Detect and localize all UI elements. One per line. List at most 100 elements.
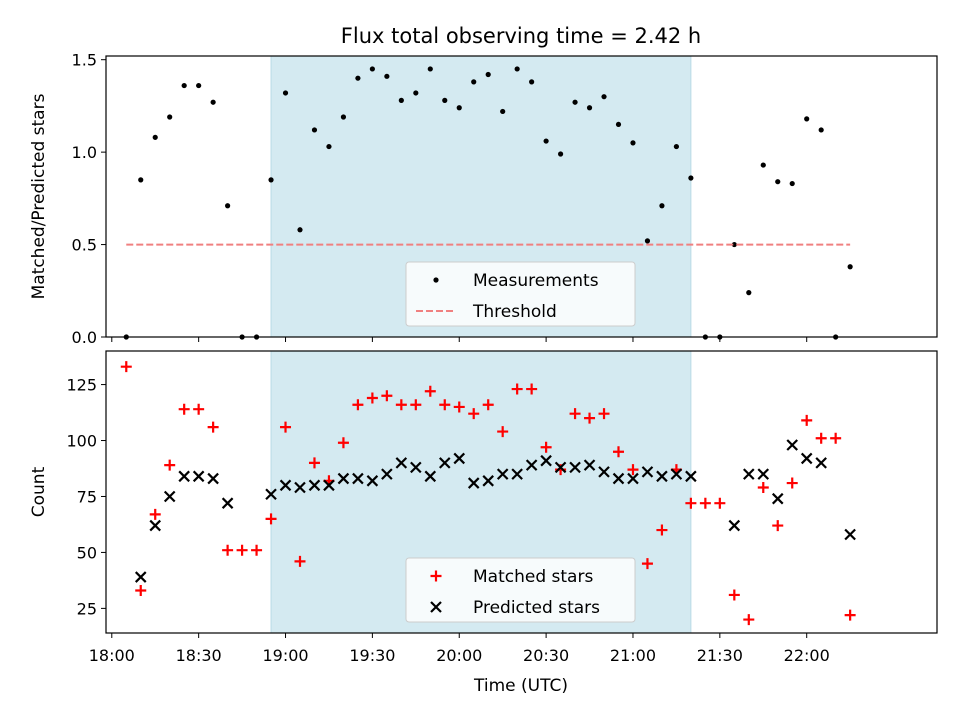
matched-star-point	[830, 432, 842, 444]
matched-star-point	[569, 408, 581, 420]
predicted-star-point	[149, 519, 162, 532]
x-tick-label: 18:00	[89, 646, 135, 665]
measurement-point	[413, 90, 419, 96]
predicted-star-point	[178, 470, 190, 483]
legend-label: Measurements	[473, 271, 599, 291]
predicted-star-point	[323, 479, 335, 492]
predicted-star-point	[743, 468, 755, 480]
measurement-point	[355, 75, 361, 81]
measurement-point	[731, 241, 737, 248]
matched-star-point	[728, 589, 740, 601]
y-tick-label: 0.5	[72, 236, 97, 255]
measurement-point	[340, 114, 347, 120]
predicted-star-point	[598, 466, 610, 478]
matched-star-point	[641, 558, 653, 570]
count-y-axis-label: Count	[29, 466, 49, 517]
x-tick-label: 21:00	[610, 646, 656, 665]
predicted-star-point	[540, 454, 552, 467]
matched-star-point	[439, 399, 451, 411]
matched-star-point	[526, 383, 538, 395]
matched-star-point	[395, 399, 407, 411]
predicted-star-point	[395, 457, 408, 469]
measurement-point	[760, 162, 766, 168]
predicted-star-point	[134, 571, 147, 583]
ratio-marks	[123, 66, 853, 340]
measurement-point	[746, 290, 752, 296]
matched-star-point	[366, 392, 378, 404]
legend-label: Matched stars	[473, 567, 593, 587]
predicted-star-point	[192, 470, 205, 483]
measurement-point	[601, 94, 607, 100]
matched-star-point	[511, 383, 523, 395]
legend-dot-marker	[433, 277, 439, 283]
measurement-point	[529, 79, 535, 85]
y-tick-label: 125	[66, 376, 97, 395]
predicted-star-point	[381, 468, 393, 480]
matched-star-point	[627, 464, 639, 476]
measurement-point	[225, 203, 231, 209]
predicted-star-point	[294, 481, 306, 494]
measurement-point	[500, 108, 506, 115]
matched-star-point	[815, 432, 827, 444]
measurement-point	[818, 127, 824, 133]
measurement-point	[181, 82, 187, 89]
measurement-point	[673, 143, 680, 150]
matched-star-point	[236, 544, 248, 556]
ratio-plot-frame	[105, 55, 938, 338]
x-tick-label: 20:30	[523, 646, 569, 665]
predicted-star-point	[670, 468, 683, 480]
measurement-point	[775, 179, 781, 185]
predicted-star-point	[467, 477, 480, 489]
x-tick-label: 19:00	[262, 646, 308, 665]
ratio-legend: Measurements Threshold	[405, 261, 636, 327]
measurement-point	[167, 114, 173, 120]
matched-star-point	[178, 403, 190, 415]
predicted-star-point	[410, 461, 422, 474]
matched-star-point	[772, 520, 784, 532]
count-legend: Matched stars Predicted stars	[405, 557, 636, 623]
measurement-point	[572, 99, 578, 105]
x-tick-label: 22:00	[784, 646, 830, 665]
predicted-star-point	[525, 459, 538, 471]
predicted-star-point	[641, 466, 654, 478]
x-axis-label: Time (UTC)	[473, 676, 568, 696]
matched-star-point	[424, 385, 436, 397]
ratio-panel: 0.0 0.5 1.0 1.5 Matched/Predicted stars Mea…	[29, 51, 938, 347]
measurement-point	[398, 97, 404, 103]
predicted-star-point	[786, 439, 799, 451]
ratio-y-axis-label: Matched/Predicted stars	[29, 93, 49, 299]
matched-star-point	[801, 414, 813, 426]
count-panel: 25 50 75 100 125 18:00 18:30 19:00 19:30 20:00 20:…	[29, 350, 938, 665]
matched-star-point	[207, 421, 219, 433]
predicted-star-point	[221, 497, 234, 509]
predicted-star-point	[554, 461, 567, 474]
matched-star-point	[540, 441, 552, 453]
matched-star-point	[468, 408, 480, 420]
matched-star-point	[598, 408, 610, 420]
measurement-point	[427, 66, 433, 72]
measurement-point	[138, 177, 144, 183]
predicted-star-point	[308, 479, 321, 492]
y-tick-label: 50	[77, 543, 97, 562]
count-axes: 25 50 75 100 125 18:00 18:30 19:00 19:30 20:00 20:…	[66, 376, 829, 665]
predicted-star-point	[438, 457, 451, 469]
x-tick-label: 19:30	[349, 646, 395, 665]
y-tick-label: 75	[77, 487, 97, 506]
matched-star-point	[699, 497, 711, 509]
measurement-point	[456, 105, 462, 111]
x-tick-label: 21:30	[697, 646, 743, 665]
y-tick-label: 25	[77, 599, 97, 618]
matched-star-point	[135, 584, 147, 596]
predicted-star-point	[424, 470, 437, 483]
legend-box	[405, 557, 636, 623]
predicted-star-point	[366, 475, 379, 487]
predicted-star-point	[685, 470, 697, 483]
matched-star-point	[352, 399, 364, 411]
predicted-star-point	[844, 528, 856, 541]
matched-star-point	[482, 399, 494, 411]
matched-star-point	[786, 477, 798, 489]
measurement-point	[659, 203, 665, 209]
predicted-star-point	[612, 472, 625, 485]
y-tick-label: 1.0	[72, 143, 97, 162]
matched-star-point	[294, 555, 306, 567]
